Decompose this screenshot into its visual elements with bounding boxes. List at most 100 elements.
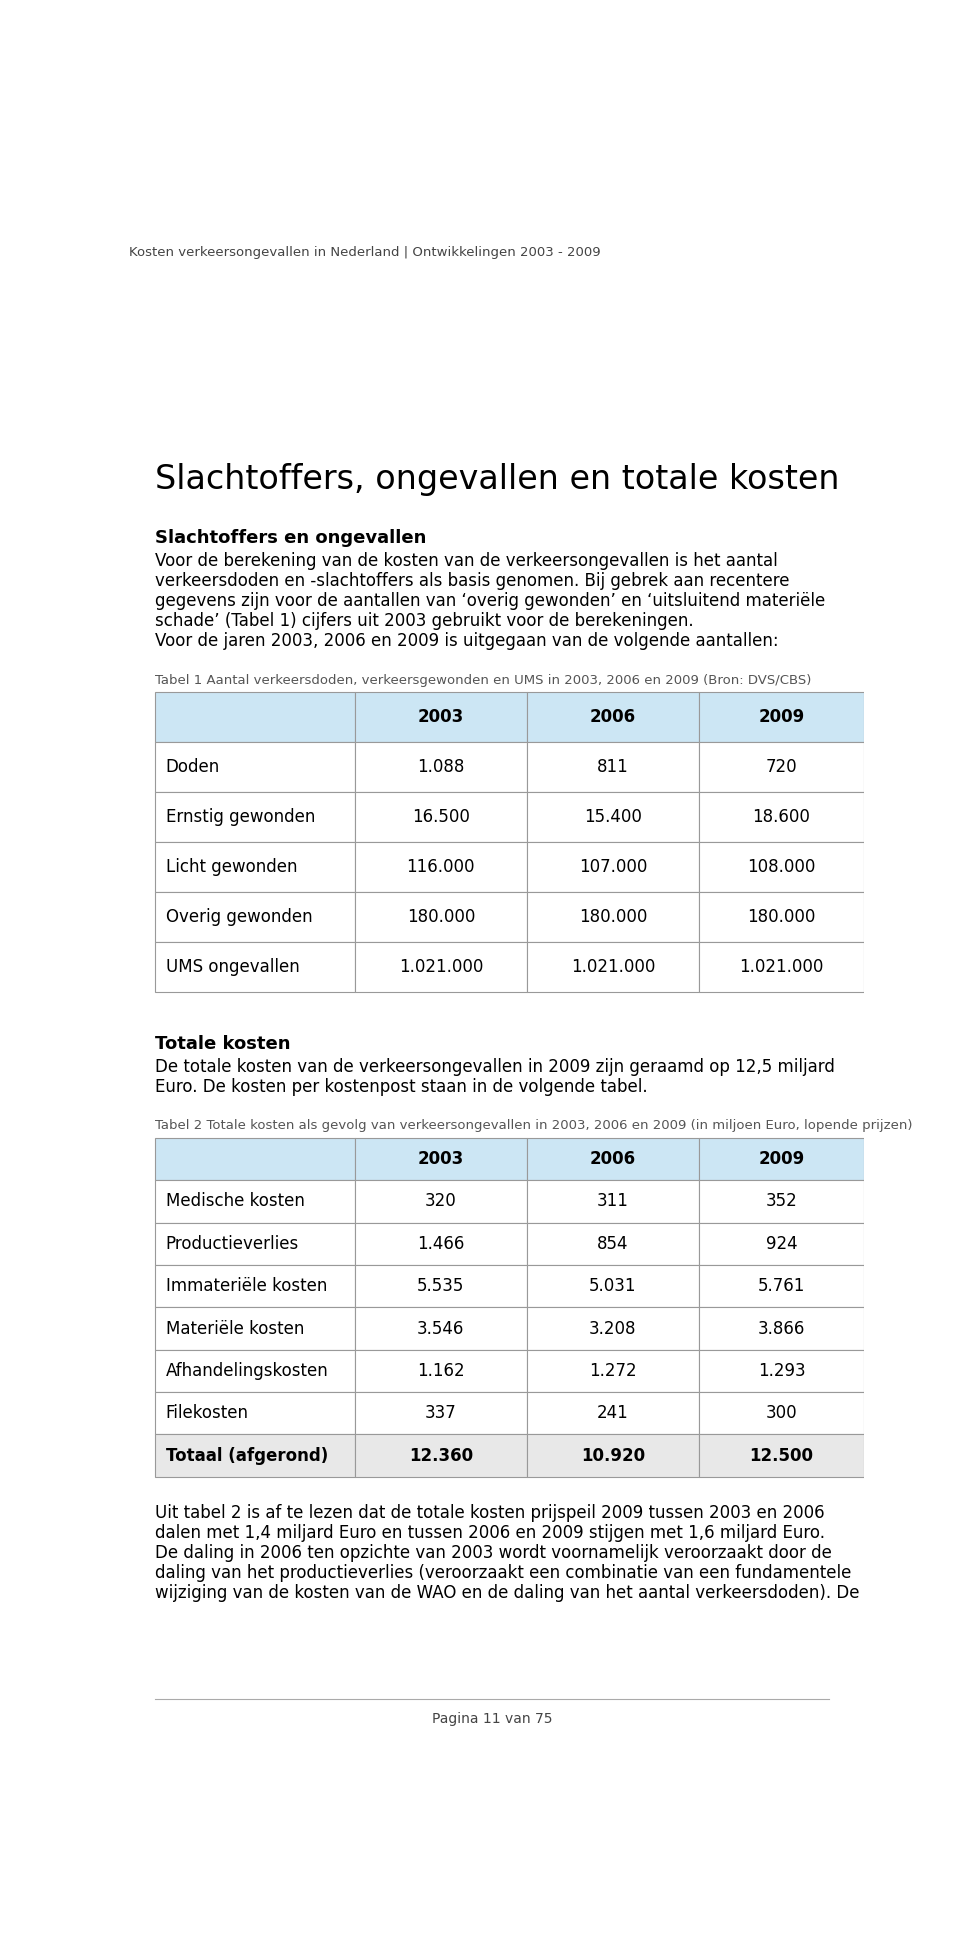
Text: Tabel 2 Totale kosten als gevolg van verkeersongevallen in 2003, 2006 en 2009 (i: Tabel 2 Totale kosten als gevolg van ver…: [155, 1120, 912, 1133]
Bar: [355, 1393, 527, 1435]
Text: Afhandelingskosten: Afhandelingskosten: [166, 1362, 328, 1379]
Text: UMS ongevallen: UMS ongevallen: [166, 959, 300, 976]
Text: Doden: Doden: [166, 757, 220, 777]
Bar: [527, 692, 699, 742]
Text: gegevens zijn voor de aantallen van ‘overig gewonden’ en ‘uitsluitend materiële: gegevens zijn voor de aantallen van ‘ove…: [155, 593, 826, 610]
Text: 811: 811: [597, 757, 629, 777]
Bar: [699, 1222, 864, 1265]
Bar: [355, 1307, 527, 1350]
Text: Materiële kosten: Materiële kosten: [166, 1319, 304, 1338]
Text: 241: 241: [597, 1404, 629, 1422]
Bar: [155, 893, 355, 943]
Text: 18.600: 18.600: [753, 808, 810, 827]
Bar: [155, 692, 355, 742]
Text: 720: 720: [766, 757, 797, 777]
Bar: [699, 692, 864, 742]
Bar: [155, 843, 355, 893]
Bar: [699, 742, 864, 792]
Text: 854: 854: [597, 1234, 629, 1253]
Bar: [155, 1393, 355, 1435]
Text: wijziging van de kosten van de WAO en de daling van het aantal verkeersdoden). D: wijziging van de kosten van de WAO en de…: [155, 1584, 859, 1602]
Bar: [699, 792, 864, 843]
Text: 107.000: 107.000: [579, 858, 647, 876]
Bar: [699, 943, 864, 992]
Text: Ernstig gewonden: Ernstig gewonden: [166, 808, 315, 827]
Bar: [155, 1222, 355, 1265]
Text: 1.293: 1.293: [757, 1362, 805, 1379]
Text: 5.535: 5.535: [418, 1276, 465, 1296]
Bar: [699, 1435, 864, 1476]
Text: Overig gewonden: Overig gewonden: [166, 908, 312, 926]
Text: Euro. De kosten per kostenpost staan in de volgende tabel.: Euro. De kosten per kostenpost staan in …: [155, 1077, 647, 1096]
Text: Totaal (afgerond): Totaal (afgerond): [166, 1447, 328, 1464]
Bar: [527, 1265, 699, 1307]
Bar: [527, 1435, 699, 1476]
Text: Totale kosten: Totale kosten: [155, 1034, 290, 1054]
Bar: [527, 1393, 699, 1435]
Text: 3.208: 3.208: [589, 1319, 636, 1338]
Bar: [527, 1222, 699, 1265]
Bar: [155, 1180, 355, 1222]
Bar: [699, 1137, 864, 1180]
Text: 15.400: 15.400: [584, 808, 642, 827]
Text: Uit tabel 2 is af te lezen dat de totale kosten prijspeil 2009 tussen 2003 en 20: Uit tabel 2 is af te lezen dat de totale…: [155, 1503, 825, 1522]
Text: 10.920: 10.920: [581, 1447, 645, 1464]
Text: Pagina 11 van 75: Pagina 11 van 75: [432, 1712, 552, 1726]
Bar: [699, 1180, 864, 1222]
Text: 2003: 2003: [418, 709, 464, 726]
Text: 320: 320: [425, 1193, 457, 1211]
Bar: [355, 943, 527, 992]
Bar: [155, 1265, 355, 1307]
Text: Slachtoffers en ongevallen: Slachtoffers en ongevallen: [155, 529, 426, 546]
Bar: [355, 893, 527, 943]
Text: dalen met 1,4 miljard Euro en tussen 2006 en 2009 stijgen met 1,6 miljard Euro.: dalen met 1,4 miljard Euro en tussen 200…: [155, 1524, 825, 1542]
Bar: [355, 1435, 527, 1476]
Text: Voor de berekening van de kosten van de verkeersongevallen is het aantal: Voor de berekening van de kosten van de …: [155, 552, 778, 569]
Bar: [527, 1307, 699, 1350]
Text: Immateriële kosten: Immateriële kosten: [166, 1276, 327, 1296]
Bar: [699, 1350, 864, 1393]
Text: De totale kosten van de verkeersongevallen in 2009 zijn geraamd op 12,5 miljard: De totale kosten van de verkeersongevall…: [155, 1058, 835, 1075]
Bar: [527, 742, 699, 792]
Bar: [355, 1222, 527, 1265]
Text: Productieverlies: Productieverlies: [166, 1234, 299, 1253]
Text: schade’ (Tabel 1) cijfers uit 2003 gebruikt voor de berekeningen.: schade’ (Tabel 1) cijfers uit 2003 gebru…: [155, 612, 693, 630]
Bar: [699, 843, 864, 893]
Bar: [355, 1180, 527, 1222]
Bar: [355, 843, 527, 893]
Text: 1.021.000: 1.021.000: [398, 959, 483, 976]
Text: 924: 924: [766, 1234, 797, 1253]
Text: 5.031: 5.031: [589, 1276, 636, 1296]
Text: 1.272: 1.272: [589, 1362, 636, 1379]
Text: 12.500: 12.500: [750, 1447, 813, 1464]
Bar: [355, 1350, 527, 1393]
Bar: [355, 1137, 527, 1180]
Text: 3.546: 3.546: [418, 1319, 465, 1338]
Text: 337: 337: [425, 1404, 457, 1422]
Text: 311: 311: [597, 1193, 629, 1211]
Text: 1.088: 1.088: [418, 757, 465, 777]
Bar: [155, 943, 355, 992]
Text: 12.360: 12.360: [409, 1447, 473, 1464]
Bar: [355, 692, 527, 742]
Text: 300: 300: [766, 1404, 797, 1422]
Bar: [699, 893, 864, 943]
Bar: [155, 742, 355, 792]
Text: 1.021.000: 1.021.000: [739, 959, 824, 976]
Bar: [527, 1180, 699, 1222]
Text: 116.000: 116.000: [407, 858, 475, 876]
Bar: [355, 742, 527, 792]
Bar: [355, 792, 527, 843]
Text: Medische kosten: Medische kosten: [166, 1193, 304, 1211]
Text: 5.761: 5.761: [757, 1276, 805, 1296]
Bar: [699, 1307, 864, 1350]
Text: Slachtoffers, ongevallen en totale kosten: Slachtoffers, ongevallen en totale koste…: [155, 463, 839, 496]
Text: 2009: 2009: [758, 709, 804, 726]
Text: 352: 352: [765, 1193, 798, 1211]
Text: Tabel 1 Aantal verkeersdoden, verkeersgewonden en UMS in 2003, 2006 en 2009 (Bro: Tabel 1 Aantal verkeersdoden, verkeersge…: [155, 674, 811, 686]
Text: 2003: 2003: [418, 1151, 464, 1168]
Bar: [155, 1435, 355, 1476]
Bar: [527, 1137, 699, 1180]
Text: 16.500: 16.500: [412, 808, 469, 827]
Text: 2006: 2006: [589, 1151, 636, 1168]
